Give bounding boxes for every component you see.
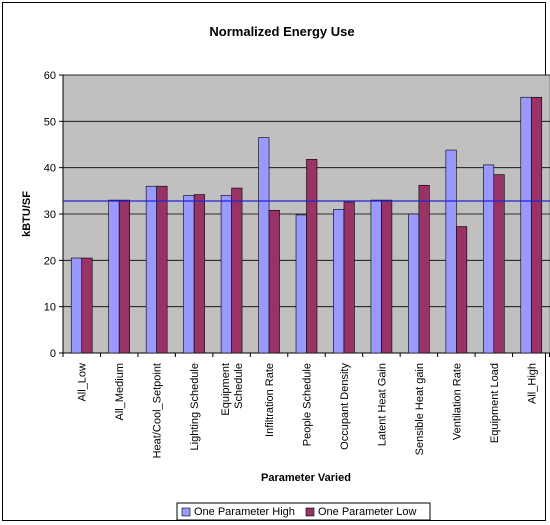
bar-high (145, 185, 157, 354)
bar-low (493, 174, 505, 354)
x-tick-label: Lighting Schedule (189, 363, 201, 450)
y-tick-label: 0 (50, 348, 56, 360)
legend-label-high: One Parameter High (194, 506, 295, 518)
y-tick-label: 40 (44, 163, 56, 175)
x-tick-label: Sensible Heat gain (414, 363, 426, 455)
legend-swatch-high (181, 507, 191, 517)
bar-low (306, 159, 318, 354)
x-tick-label: Ventilation Rate (451, 363, 463, 440)
y-tick-label: 10 (44, 302, 56, 314)
bar-low (193, 194, 205, 354)
legend-label-low: One Parameter Low (318, 506, 416, 518)
bar-high (295, 214, 307, 354)
bar-low (156, 185, 168, 354)
bar-low (268, 209, 280, 354)
bar-low (381, 199, 393, 354)
bar-low (81, 257, 93, 354)
y-axis-title: kBTU/SF (21, 191, 33, 237)
bar-low (118, 199, 130, 354)
bar-low (418, 184, 430, 354)
x-tick-label: Infiltration Rate (264, 363, 276, 437)
bar-high (183, 195, 195, 354)
y-tick-label: 50 (44, 116, 56, 128)
x-tick-label: Equipment Load (489, 363, 501, 443)
bar-high (220, 195, 232, 354)
x-tick-label: EquipmentSchedule (220, 363, 245, 416)
x-tick-label: Heat/Cool_Setpoint (152, 363, 164, 458)
x-tick-label: All_Low (77, 363, 89, 402)
bar-low (456, 226, 468, 354)
bar-low (530, 96, 543, 354)
x-tick-label: Occupant Density (339, 363, 351, 450)
legend-box (176, 502, 431, 521)
y-tick-label: 60 (44, 70, 56, 82)
x-tick-label: Latent Heat Gain (376, 363, 388, 446)
legend-swatch-low (305, 507, 315, 517)
y-tick-label: 30 (44, 209, 56, 221)
bar-high (408, 213, 420, 354)
bar-high (520, 96, 532, 354)
legend: One Parameter High One Parameter Low (176, 502, 431, 521)
x-tick-label: All_High (526, 363, 538, 404)
x-tick-label: People Schedule (302, 363, 314, 446)
bar-high (108, 199, 120, 354)
x-axis-title: Parameter Varied (261, 472, 351, 484)
bar-high (258, 137, 270, 354)
bar-high (370, 199, 382, 354)
plot-area: 0 10 20 30 40 50 60 All_Low All_Medium Heat/Cool_… (44, 70, 550, 458)
chart-title: Normalized Energy Use (209, 24, 354, 39)
y-tick-label: 20 (44, 255, 56, 267)
bar-high (445, 149, 457, 354)
bar-high (483, 164, 495, 354)
bar-high (70, 257, 83, 354)
bar-low (343, 201, 355, 354)
x-tick-label: All_Medium (114, 363, 126, 420)
bar-low (231, 187, 243, 354)
bar-high (333, 209, 345, 354)
